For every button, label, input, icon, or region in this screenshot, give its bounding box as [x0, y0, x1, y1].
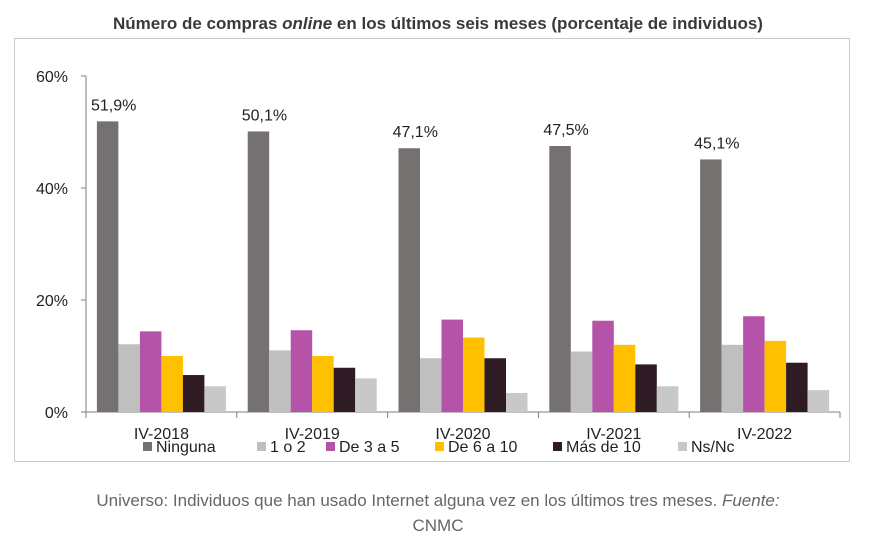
bar	[312, 356, 334, 412]
bar	[398, 148, 420, 412]
bar	[463, 337, 485, 412]
bar	[161, 356, 183, 412]
legend-label: Ninguna	[156, 439, 216, 456]
bar	[635, 364, 657, 412]
x-tick-label: IV-2020	[435, 426, 490, 443]
chart-caption: Universo: Individuos que han usado Inter…	[96, 491, 780, 535]
bar	[656, 386, 679, 412]
bar	[743, 316, 765, 412]
data-label: 45,1%	[694, 135, 739, 152]
bar	[96, 121, 119, 413]
bar-chart: 0% 20% 40% 60% 51,9% IV-2018 50,1% IV-2019 47,1%…	[36, 69, 841, 456]
bar	[592, 320, 614, 412]
data-label: 51,9%	[91, 97, 136, 114]
bar	[118, 344, 140, 412]
x-tick-label: IV-2021	[586, 426, 641, 443]
bar	[355, 378, 377, 412]
y-tick-label: 0%	[45, 405, 68, 422]
x-tick-label: IV-2018	[134, 426, 189, 443]
legend-label: De 3 a 5	[339, 439, 400, 456]
bar	[721, 344, 744, 412]
legend-swatch	[326, 442, 335, 451]
legend-label: 1 o 2	[270, 439, 306, 456]
bar	[139, 331, 162, 412]
data-label: 47,5%	[543, 122, 588, 139]
data-label: 50,1%	[242, 107, 287, 124]
bar	[506, 392, 528, 412]
y-tick-label: 60%	[36, 69, 68, 86]
bar	[290, 330, 313, 412]
chart-title: Número de compras online en los últimos …	[113, 14, 763, 33]
bar	[333, 367, 356, 412]
x-tick-label: IV-2019	[285, 426, 340, 443]
bar	[807, 390, 830, 412]
bar	[247, 131, 270, 412]
legend-label: De 6 a 10	[448, 439, 517, 456]
y-tick-label: 40%	[36, 181, 68, 198]
legend-swatch	[553, 442, 562, 451]
bar	[549, 146, 571, 412]
legend-swatch	[143, 442, 152, 451]
y-tick-label: 20%	[36, 293, 68, 310]
x-tick-label: IV-2022	[737, 426, 792, 443]
legend-label: Ns/Nc	[691, 439, 735, 456]
chart-frame: 0% 20% 40% 60% 51,9% IV-2018 50,1% IV-2019 47,1%…	[14, 38, 850, 462]
bar	[420, 358, 442, 412]
legend-label: Más de 10	[566, 439, 641, 456]
bar	[441, 319, 463, 412]
bar	[570, 351, 593, 412]
legend-swatch	[678, 442, 687, 451]
bar	[613, 344, 636, 412]
bar	[786, 362, 808, 412]
bar	[269, 350, 291, 412]
bar	[764, 340, 787, 412]
bar	[204, 386, 226, 412]
bar	[700, 159, 722, 412]
bar	[484, 358, 506, 412]
bar	[182, 375, 205, 412]
legend-swatch	[435, 442, 444, 451]
legend-swatch	[257, 442, 266, 451]
data-label: 47,1%	[393, 124, 438, 141]
